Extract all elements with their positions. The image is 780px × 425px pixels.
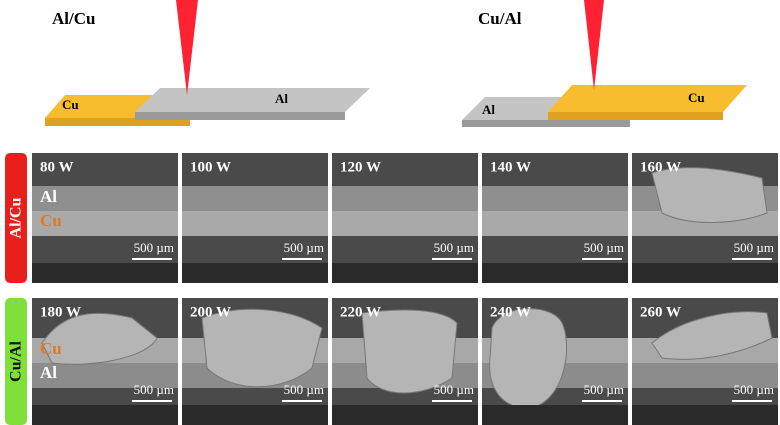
sem-image: 240 W 500 µm <box>482 298 628 425</box>
layer-band <box>32 363 178 388</box>
power-label: 260 W <box>640 304 681 320</box>
schematic-right: Cu/Al Al Cu <box>462 0 747 127</box>
plate <box>135 88 370 112</box>
layer-band <box>182 211 328 236</box>
power-label: 100 W <box>190 159 231 175</box>
layer-band <box>32 211 178 236</box>
scale-label: 500 µm <box>134 382 174 397</box>
layer-band <box>632 363 778 388</box>
sem-image: 220 W 500 µm <box>332 298 478 425</box>
scale-label: 500 µm <box>284 240 324 255</box>
power-label: 220 W <box>340 304 381 320</box>
scale-label: 500 µm <box>134 240 174 255</box>
sem-image: 100 W 500 µm <box>182 153 328 283</box>
layer-band <box>182 186 328 211</box>
info-bar <box>182 263 328 283</box>
weld-zone <box>201 308 323 388</box>
sem-image: 260 W 500 µm <box>632 298 778 425</box>
plate-label: Al <box>482 102 495 117</box>
info-bar <box>32 405 178 425</box>
laser <box>584 0 604 90</box>
info-bar <box>332 405 478 425</box>
scale-label: 500 µm <box>434 382 474 397</box>
plate-label: Cu <box>62 97 79 112</box>
plate <box>548 85 747 112</box>
plate-label: Al <box>275 91 288 106</box>
power-label: 160 W <box>640 159 681 175</box>
layer-label: Al <box>40 363 57 382</box>
scale-label: 500 µm <box>734 382 774 397</box>
plate-edge <box>135 112 345 120</box>
info-bar <box>182 405 328 425</box>
plate-edge <box>462 120 630 127</box>
scale-label: 500 µm <box>434 240 474 255</box>
schematic-title: Al/Cu <box>52 9 95 28</box>
row-label: Cu/Al <box>8 341 25 382</box>
weld-zone <box>651 167 768 223</box>
plate-label: Cu <box>688 90 705 105</box>
row-label: Al/Cu <box>8 197 25 238</box>
sem-image: 120 W 500 µm <box>332 153 478 283</box>
sem-image: 140 W 500 µm <box>482 153 628 283</box>
power-label: 80 W <box>40 159 73 175</box>
scale-label: 500 µm <box>734 240 774 255</box>
sem-image: 160 W 500 µm <box>632 153 778 283</box>
plate-edge <box>548 112 723 120</box>
weld-zone <box>361 309 458 394</box>
layer-label: Al <box>40 187 57 206</box>
sem-image: 180 W 500 µm Cu Al <box>32 298 178 425</box>
layer-band <box>332 211 478 236</box>
weld-zone <box>651 311 773 360</box>
power-label: 200 W <box>190 304 231 320</box>
info-bar <box>32 263 178 283</box>
layer-label: Cu <box>40 211 62 230</box>
info-bar <box>332 263 478 283</box>
layer-band <box>482 211 628 236</box>
row-label-box <box>5 298 27 425</box>
row-label-box <box>5 153 27 283</box>
power-label: 240 W <box>490 304 531 320</box>
sem-image: 200 W 500 µm <box>182 298 328 425</box>
info-bar <box>482 405 628 425</box>
power-label: 140 W <box>490 159 531 175</box>
sem-image: 80 W 500 µm Al Cu <box>32 153 178 283</box>
scale-label: 500 µm <box>584 382 624 397</box>
scale-label: 500 µm <box>584 240 624 255</box>
laser <box>176 0 198 95</box>
layer-band <box>482 186 628 211</box>
schematic-title: Cu/Al <box>478 9 522 28</box>
info-bar <box>482 263 628 283</box>
info-bar <box>632 405 778 425</box>
power-label: 120 W <box>340 159 381 175</box>
schematic-left: Al/Cu Cu Al <box>45 0 370 126</box>
layer-band <box>332 186 478 211</box>
weld-zone <box>489 308 568 409</box>
layer-band <box>32 186 178 211</box>
info-bar <box>632 263 778 283</box>
power-label: 180 W <box>40 304 81 320</box>
scale-label: 500 µm <box>284 382 324 397</box>
weld-zone <box>41 312 158 365</box>
layer-label: Cu <box>40 339 62 358</box>
